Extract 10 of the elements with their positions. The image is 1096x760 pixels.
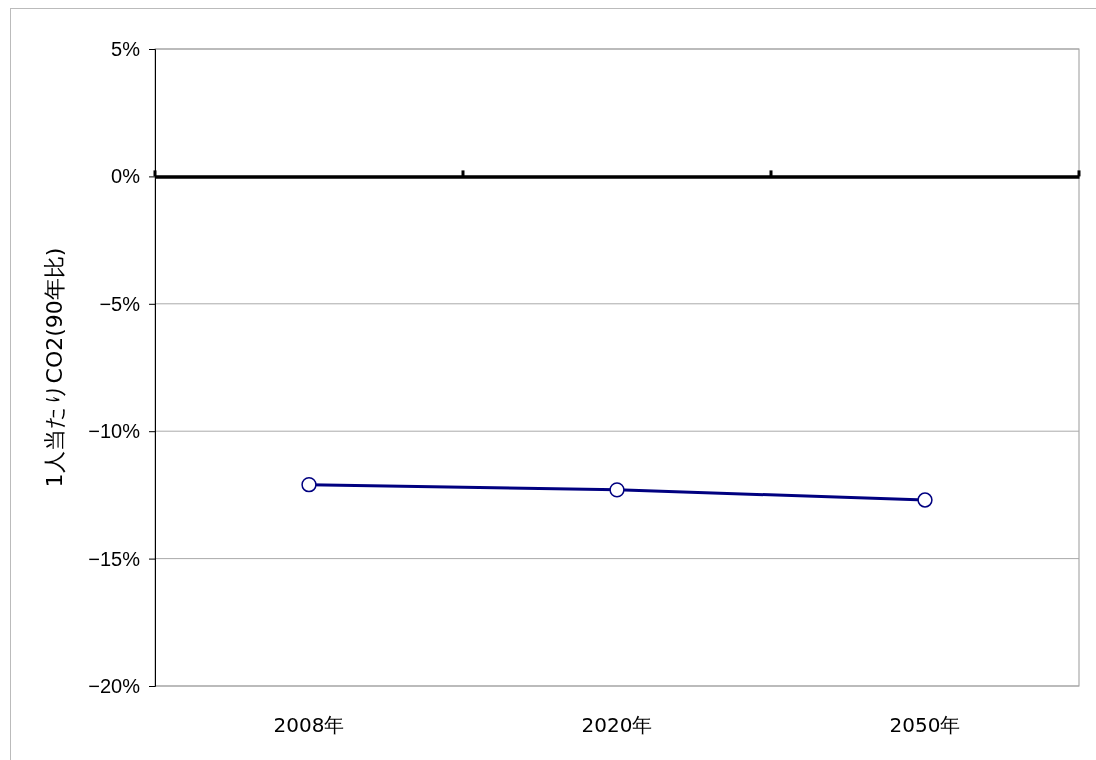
y-tick-label: 5% — [111, 37, 141, 60]
x-tick-label: 2008年 — [273, 713, 345, 737]
x-tick-label: 2020年 — [581, 713, 653, 737]
y-tick-label: −10% — [88, 420, 141, 443]
y-tick-label: −20% — [88, 674, 141, 697]
y-tick-label: −5% — [99, 292, 141, 315]
y-axis-title: 1人当たりCO2(90年比) — [42, 247, 67, 488]
y-tick-label: −15% — [88, 547, 141, 570]
y-tick-label: 0% — [111, 165, 141, 188]
x-tick-label: 2050年 — [889, 713, 961, 737]
